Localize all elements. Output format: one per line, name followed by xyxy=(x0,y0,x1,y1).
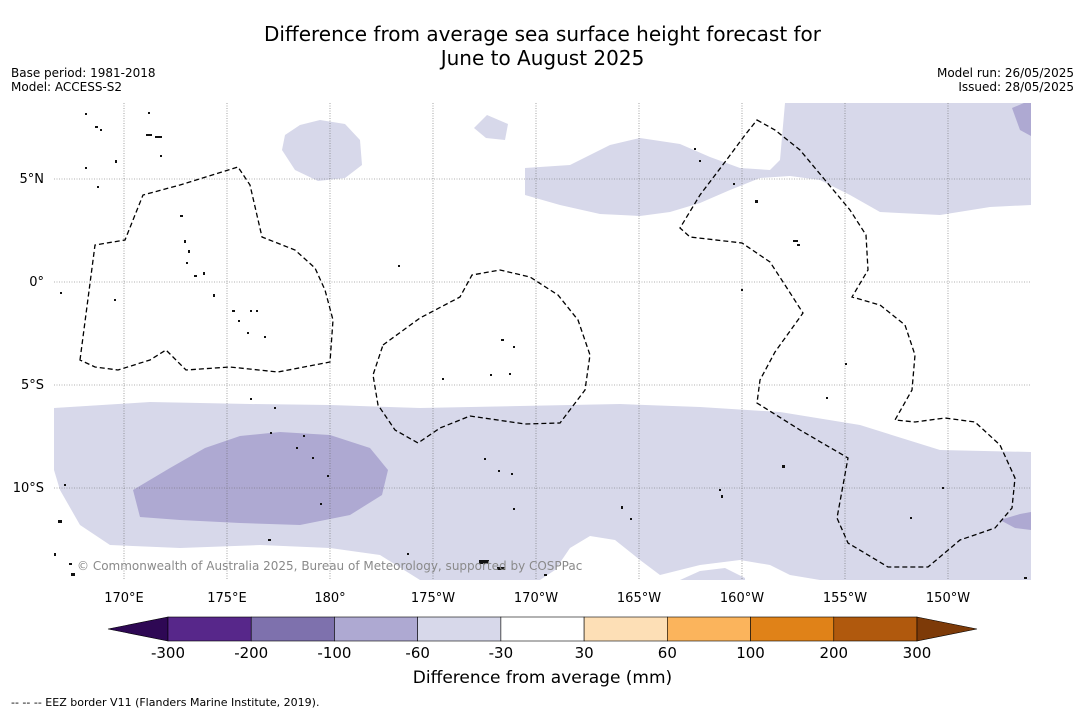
gridlines xyxy=(54,103,1031,580)
colorbar-bin xyxy=(250,616,335,642)
colorbar-tick-label: -200 xyxy=(234,644,269,662)
colorbar-tick-label: 100 xyxy=(736,644,765,662)
anomaly-region-north-blob xyxy=(282,120,362,181)
colorbar-tick-label: -100 xyxy=(317,644,352,662)
colorbar-bin xyxy=(750,616,835,642)
base-period: Base period: 1981-2018 xyxy=(11,66,156,80)
issued-date: Issued: 28/05/2025 xyxy=(958,80,1074,94)
longitude-labels: 170°E 175°E 180° 175°W 170°W 165°W 160°W… xyxy=(104,591,970,606)
colorbar-tick-label: 30 xyxy=(574,644,594,662)
anomaly-region-north-small xyxy=(474,115,508,140)
anomaly-region-northeast xyxy=(525,103,1031,216)
meta-left: Base period: 1981-2018 Model: ACCESS-S2 xyxy=(11,66,156,94)
lon-label: 175°E xyxy=(207,591,247,606)
lat-label: 5°N xyxy=(20,172,45,187)
anomaly-region-bottom-small xyxy=(680,568,745,580)
eez-border-central xyxy=(372,269,591,444)
colorbar-bin xyxy=(417,616,502,642)
eez-legend-note: -- -- -- EEZ border V11 (Flanders Marine… xyxy=(11,696,320,709)
lat-label: 5°S xyxy=(21,378,44,393)
colorbar-bin xyxy=(667,616,751,642)
title-line-1: Difference from average sea surface heig… xyxy=(263,22,822,46)
lon-label: 150°W xyxy=(926,591,970,606)
lat-label: 0° xyxy=(29,275,44,290)
lon-label: 165°W xyxy=(617,591,661,606)
anomaly-region-dark-west xyxy=(133,432,388,525)
colorbar-bin xyxy=(500,616,585,642)
lon-label: 180° xyxy=(314,591,345,606)
latitude-labels: 5°N 0° 5°S 10°S xyxy=(13,172,44,496)
title-line-2: June to August 2025 xyxy=(440,46,645,70)
colorbar-tick-label: 300 xyxy=(902,644,932,662)
model-name: Model: ACCESS-S2 xyxy=(11,80,123,94)
colorbar-tick-label: 200 xyxy=(819,644,849,662)
lon-label: 155°W xyxy=(823,591,867,606)
map-area xyxy=(54,103,1031,580)
lon-label: 160°W xyxy=(720,591,764,606)
lon-label: 170°W xyxy=(514,591,558,606)
copyright-notice: © Commonwealth of Australia 2025, Bureau… xyxy=(77,559,582,573)
colorbar-bin xyxy=(167,616,252,642)
colorbar-tick-label: -30 xyxy=(488,644,514,662)
colorbar-tick-label: -60 xyxy=(405,644,430,662)
colorbar-bin xyxy=(833,616,918,642)
chart-title: Difference from average sea surface heig… xyxy=(0,22,1085,70)
model-run: Model run: 26/05/2025 xyxy=(936,66,1074,80)
colorbar-tick-label: 60 xyxy=(657,644,677,662)
colorbar xyxy=(107,616,978,642)
islands xyxy=(54,112,1027,579)
anomaly-region-dark-se xyxy=(1000,512,1031,530)
colorbar-bin xyxy=(334,616,418,642)
eez-border-kiribati-west xyxy=(79,166,334,373)
anomaly-region-dark-ne xyxy=(1012,103,1031,136)
lon-label: 175°W xyxy=(411,591,455,606)
colorbar-extend-high xyxy=(916,616,978,642)
colorbar-extend-low xyxy=(107,616,169,642)
colorbar-title: Difference from average (mm) xyxy=(412,668,673,688)
colorbar-tick-label: -300 xyxy=(150,644,186,662)
lon-label: 170°E xyxy=(104,591,144,606)
colorbar-bin xyxy=(583,616,668,642)
eez-border-line-islands xyxy=(679,119,1016,568)
meta-right: Model run: 26/05/2025 Issued: 28/05/2025 xyxy=(937,66,1074,94)
eez-borders xyxy=(79,119,1016,568)
lat-label: 10°S xyxy=(13,481,44,496)
